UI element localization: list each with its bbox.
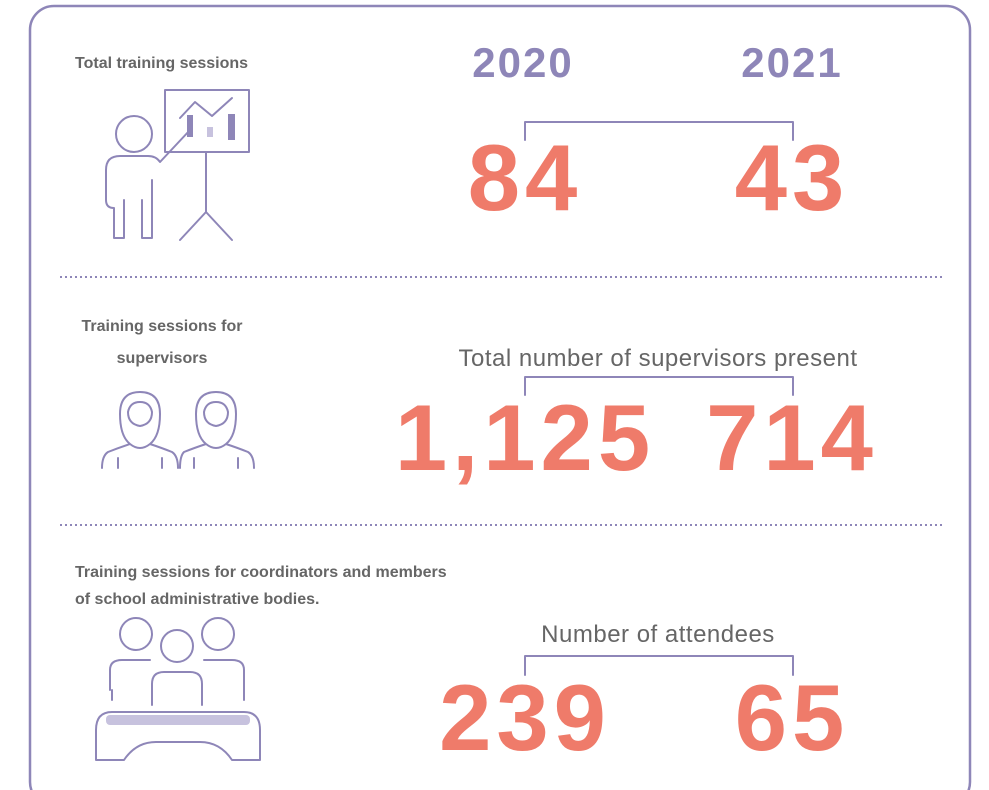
section-label: supervisors [117,350,208,367]
year: 2021 [741,39,842,86]
section-label: Total training sessions [75,55,248,72]
bracket [524,121,794,141]
attendees-icon [95,617,261,761]
caption: Number of attendees [541,621,775,648]
supervisors-icon [101,391,255,469]
value: 1,125 [395,385,655,490]
year: 2020 [472,39,573,86]
value: 84 [468,125,583,230]
section-label: Training sessions for [82,318,243,335]
bracket [524,655,794,676]
value: 239 [439,665,611,770]
trainer-icon [105,89,250,241]
value: 65 [735,665,850,770]
frame [28,4,972,790]
bracket [524,376,794,396]
section-label: of school administrative bodies. [75,591,320,608]
section-label: Training sessions for coordinators and m… [75,564,447,581]
caption: Total number of supervisors present [458,345,857,372]
value: 43 [735,125,850,230]
value: 714 [706,385,878,490]
